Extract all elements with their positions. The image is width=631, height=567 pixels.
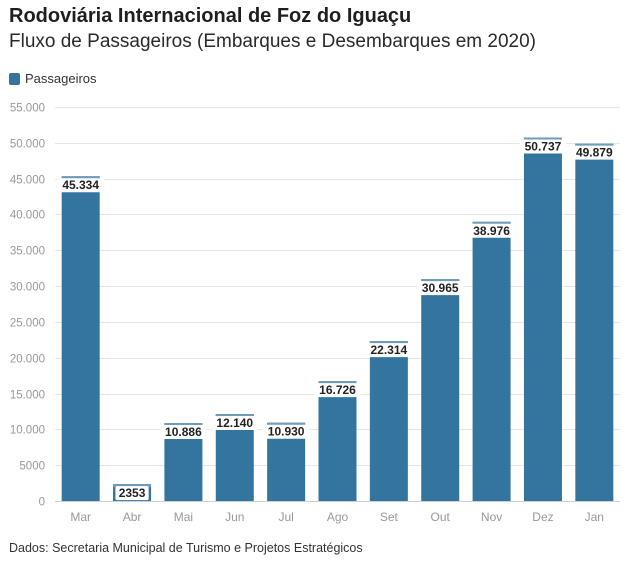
x-tick-label: Nov bbox=[481, 510, 502, 524]
axis-layer: 0 5000 10.000 15.000 20.000 25.000 30.000 35.00… bbox=[10, 103, 620, 524]
x-tick-label: Mar bbox=[70, 510, 91, 524]
data-label-box bbox=[262, 424, 310, 439]
data-label-box bbox=[211, 416, 259, 431]
x-tick-label: Jun bbox=[225, 510, 244, 524]
x-tick-label: Jul bbox=[278, 510, 293, 524]
bar-top-band bbox=[113, 484, 152, 488]
data-label: 30.965 bbox=[422, 281, 459, 295]
bar-top-band bbox=[472, 221, 511, 225]
y-tick-label: 10.000 bbox=[10, 425, 45, 437]
data-label: 16.726 bbox=[319, 383, 356, 397]
x-tick-label: Mai bbox=[174, 510, 193, 524]
x-tick-label: Abr bbox=[123, 510, 142, 524]
data-label-box bbox=[570, 145, 618, 160]
bar-top-band bbox=[318, 381, 357, 385]
x-tick-label: Out bbox=[431, 510, 451, 524]
bar-top-band bbox=[215, 414, 254, 418]
data-label: 45.334 bbox=[62, 178, 99, 192]
y-tick-label: 55.000 bbox=[10, 103, 45, 115]
bar-top-band bbox=[267, 422, 306, 426]
data-label-box bbox=[160, 425, 207, 440]
chart-subtitle: Fluxo de Passageiros (Embarques e Desemb… bbox=[9, 31, 536, 52]
data-label: 22.314 bbox=[371, 343, 408, 357]
bar-top-band bbox=[523, 137, 562, 141]
x-tick-label: Ago bbox=[327, 510, 349, 524]
bar-top-band bbox=[421, 279, 460, 283]
bar-top-band bbox=[61, 176, 100, 180]
legend: Passageiros bbox=[9, 71, 97, 86]
source-note: Dados: Secretaria Municipal de Turismo e… bbox=[9, 541, 363, 555]
y-tick-label: 15.000 bbox=[10, 390, 45, 402]
legend-swatch bbox=[9, 72, 20, 85]
x-tick-label: Dez bbox=[532, 510, 553, 524]
y-tick-label: 20.000 bbox=[10, 354, 45, 366]
bar bbox=[575, 143, 614, 501]
y-tick-label: 0 bbox=[39, 497, 45, 509]
y-tick-label: 30.000 bbox=[10, 282, 45, 294]
data-label: 50.737 bbox=[525, 140, 562, 154]
data-label-box bbox=[468, 223, 515, 238]
bar-top-band bbox=[575, 143, 614, 147]
data-label-box bbox=[115, 486, 149, 501]
y-tick-label: 50.000 bbox=[10, 139, 45, 151]
data-label: 10.886 bbox=[165, 425, 202, 439]
data-label: 10.930 bbox=[268, 425, 305, 439]
data-label-box bbox=[416, 281, 464, 296]
x-tick-label: Jan bbox=[585, 510, 604, 524]
chart-title: Rodoviária Internacional de Foz do Iguaç… bbox=[9, 5, 412, 27]
data-label-box bbox=[365, 343, 413, 358]
bar bbox=[472, 221, 511, 502]
bar-top-band bbox=[369, 341, 408, 345]
x-tick-label: Set bbox=[380, 510, 399, 524]
data-label-box bbox=[519, 139, 567, 154]
data-label: 38.976 bbox=[473, 224, 510, 238]
y-tick-label: 5000 bbox=[19, 461, 45, 473]
data-label: 12.140 bbox=[216, 416, 253, 430]
bar bbox=[61, 176, 100, 501]
bar-layer bbox=[61, 137, 614, 502]
legend-label: Passageiros bbox=[25, 71, 97, 86]
y-tick-label: 35.000 bbox=[10, 246, 45, 258]
y-tick-label: 40.000 bbox=[10, 210, 45, 222]
bar-top-band bbox=[164, 423, 203, 427]
data-label-box bbox=[57, 178, 105, 193]
y-tick-label: 45.000 bbox=[10, 175, 45, 187]
data-label: 2353 bbox=[119, 486, 146, 500]
bar bbox=[369, 341, 408, 501]
bar bbox=[421, 279, 460, 501]
y-tick-label: 25.000 bbox=[10, 318, 45, 330]
data-label-box bbox=[314, 383, 361, 398]
data-label-layer: 45.334 2353 10.886 12.140 10.930 16.726 22.314… bbox=[57, 139, 618, 501]
bar bbox=[318, 381, 357, 501]
bar bbox=[523, 137, 562, 501]
data-label: 49.879 bbox=[576, 146, 613, 160]
